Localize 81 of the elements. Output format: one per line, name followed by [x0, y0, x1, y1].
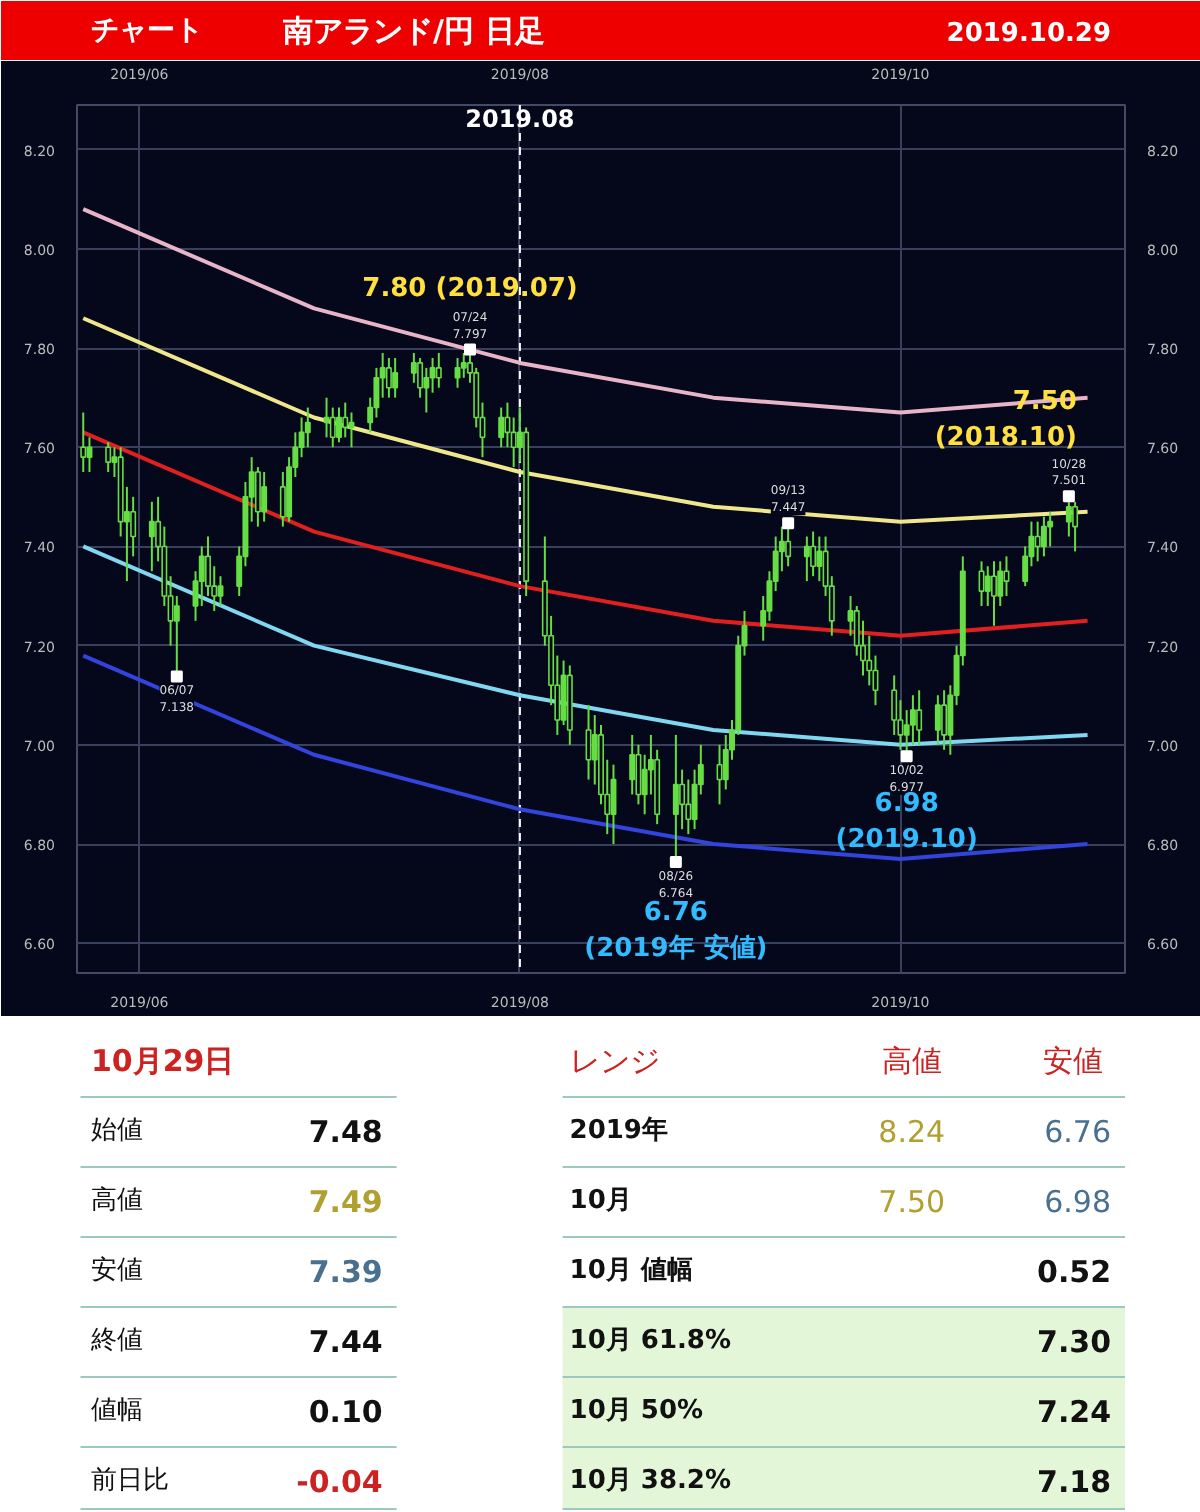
candlestick — [629, 733, 636, 796]
candlestick — [348, 411, 355, 449]
candlestick — [934, 694, 941, 746]
candlestick — [909, 694, 916, 746]
line-series — [81, 207, 1090, 415]
candlestick — [148, 500, 155, 573]
ref-line-label: 2019.08 — [465, 105, 575, 133]
text: -0.04 — [296, 1464, 383, 1500]
candlestick — [304, 406, 311, 449]
candlestick — [435, 352, 442, 389]
candlestick — [410, 352, 417, 384]
candlestick — [385, 356, 392, 399]
candlestick — [498, 406, 505, 449]
text: 終値 — [88, 1326, 143, 1356]
candlestick — [978, 560, 985, 607]
candlestick — [392, 356, 399, 399]
text: 2019年 — [569, 1116, 668, 1146]
text: 6.98 — [1044, 1184, 1112, 1220]
text: 7.50 — [878, 1184, 946, 1220]
candlestick — [816, 535, 823, 583]
text: 7.48 — [308, 1114, 383, 1150]
candlestick — [679, 768, 686, 831]
annotation: 6.76 (2019年 安値) — [584, 897, 768, 964]
candlestick — [716, 743, 723, 806]
candlestick — [423, 366, 430, 414]
text: 0.52 — [1037, 1254, 1112, 1290]
chart-subtitle: 2019.10.29 — [946, 19, 1112, 49]
text: 7.30 — [1037, 1324, 1112, 1360]
text: レンジ — [569, 1043, 660, 1079]
text: 値幅 — [90, 1396, 143, 1426]
text: 10月 50% — [569, 1396, 704, 1426]
candlestick — [1034, 520, 1041, 563]
candlestick — [279, 471, 286, 528]
candlestick — [635, 743, 642, 806]
text: 10月 61.8% — [569, 1326, 731, 1356]
text: 10月29日 — [90, 1043, 235, 1079]
text: 7.49 — [308, 1184, 383, 1220]
candlestick — [1072, 500, 1079, 553]
text: チャート — [90, 15, 203, 47]
text: 高値 — [90, 1184, 143, 1216]
text: 7.44 — [308, 1324, 383, 1360]
text: 前日比 — [90, 1466, 169, 1496]
candlestick — [217, 575, 224, 607]
text: 安値 — [1042, 1043, 1103, 1079]
candlestick — [342, 401, 349, 439]
line-series — [81, 544, 1090, 747]
candlestick — [105, 441, 112, 474]
candlestick — [984, 565, 991, 607]
chart-title: 南アランド/円 日足 — [281, 13, 545, 49]
candlestick — [1003, 555, 1010, 598]
candlestick — [610, 763, 617, 846]
line-series — [81, 653, 1090, 861]
text: 0.10 — [308, 1394, 383, 1430]
candlestick — [803, 535, 810, 583]
candlestick — [991, 560, 997, 627]
text: 8.24 — [878, 1114, 946, 1150]
candlestick — [810, 530, 817, 578]
candlestick — [454, 356, 461, 389]
text: 10月 — [569, 1186, 632, 1216]
text: 10月 38.2% — [569, 1466, 731, 1496]
text: 10月 値幅 — [569, 1256, 693, 1286]
candlestick — [86, 436, 93, 474]
line-series — [81, 316, 1090, 524]
text: 高値 — [881, 1043, 942, 1079]
candlestick — [1040, 515, 1047, 558]
text: 安値 — [90, 1254, 143, 1286]
candlestick — [941, 689, 948, 751]
candlestick — [585, 704, 592, 781]
candlestick — [336, 406, 342, 444]
candlestick — [685, 778, 692, 836]
candlestick — [916, 689, 923, 746]
candlestick — [323, 396, 330, 439]
candlestick — [1047, 510, 1054, 548]
text: 7.39 — [308, 1254, 383, 1290]
text: 7.24 — [1037, 1394, 1112, 1430]
text: 6.76 — [1044, 1114, 1112, 1150]
text: 7.18 — [1037, 1464, 1112, 1500]
text: 始値 — [90, 1116, 143, 1146]
annotation: 7.80 (2019.07) — [362, 274, 578, 305]
candlestick — [329, 406, 336, 449]
candlestick — [261, 471, 268, 523]
